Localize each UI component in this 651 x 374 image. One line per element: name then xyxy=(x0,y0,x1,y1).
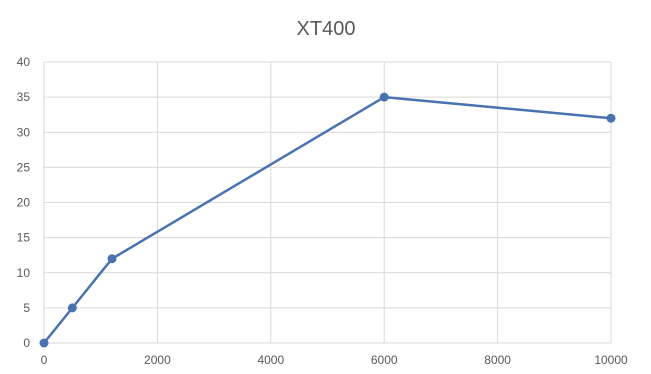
data-point xyxy=(39,338,49,348)
y-tick-label: 10 xyxy=(17,266,31,280)
y-axis-tick-labels: 0 5 10 15 20 25 30 35 40 xyxy=(17,55,31,350)
y-tick-label: 30 xyxy=(17,125,31,139)
chart-title: XT400 xyxy=(297,18,356,40)
x-tick-label: 4000 xyxy=(257,353,284,367)
series-layer xyxy=(39,92,616,348)
x-tick-label: 0 xyxy=(41,353,48,367)
y-tick-label: 35 xyxy=(17,90,31,104)
y-tick-label: 15 xyxy=(17,231,31,245)
y-tick-label: 25 xyxy=(17,160,31,174)
grid-lines xyxy=(43,61,612,344)
data-point xyxy=(606,113,616,123)
x-tick-label: 10000 xyxy=(594,353,628,367)
x-tick-label: 8000 xyxy=(484,353,511,367)
x-tick-label: 6000 xyxy=(371,353,398,367)
x-axis-tick-labels: 0 2000 4000 6000 8000 10000 xyxy=(41,353,628,367)
x-tick-label: 2000 xyxy=(144,353,171,367)
data-point xyxy=(67,303,77,313)
series-line xyxy=(43,95,612,344)
y-tick-label: 5 xyxy=(23,301,30,315)
data-point xyxy=(107,254,117,264)
y-tick-label: 20 xyxy=(17,196,31,210)
data-point xyxy=(379,92,389,102)
y-tick-label: 0 xyxy=(23,336,30,350)
y-tick-label: 40 xyxy=(17,55,31,69)
